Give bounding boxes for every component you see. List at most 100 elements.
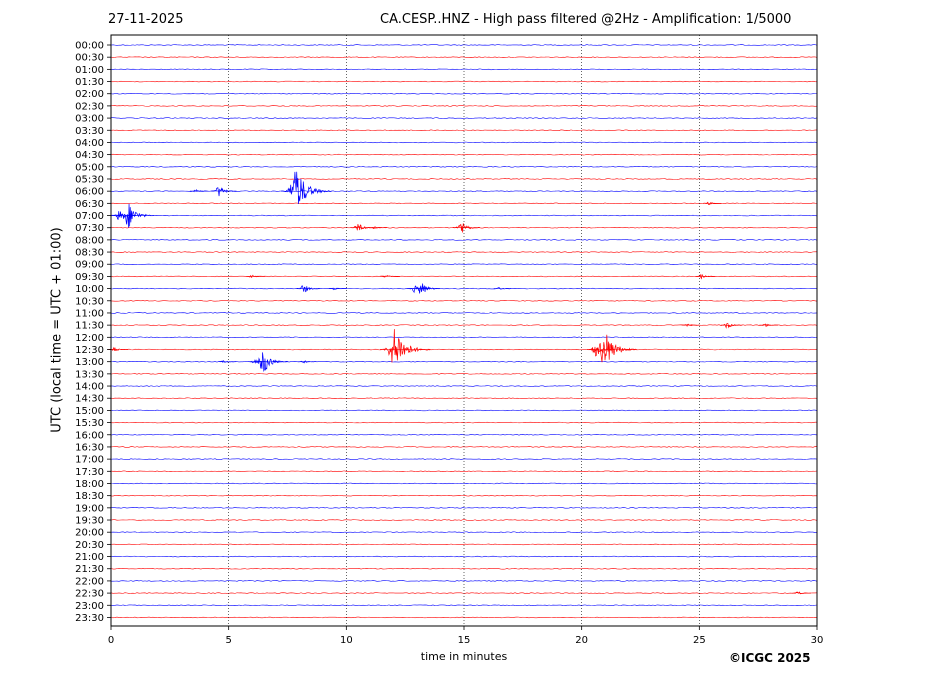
x-tick-label: 20 (575, 635, 588, 646)
y-tick-label: 18:00 (75, 479, 104, 490)
y-tick-label: 19:30 (75, 516, 104, 527)
y-tick-label: 11:30 (75, 321, 104, 332)
x-tick-label: 10 (340, 635, 353, 646)
y-tick-label: 01:30 (75, 77, 104, 88)
y-tick-label: 06:00 (75, 187, 104, 198)
y-tick-label: 21:30 (75, 564, 104, 575)
trace-row-1200 (110, 336, 818, 339)
copyright-credit: ©ICGC 2025 (729, 651, 811, 665)
event-13 (328, 287, 347, 291)
y-tick-label: 03:00 (75, 114, 104, 125)
date-label: 27-11-2025 (108, 12, 184, 27)
trace-row-2000 (110, 531, 818, 533)
y-tick-label: 14:30 (75, 394, 104, 405)
event-20 (108, 346, 129, 352)
event-27 (298, 360, 317, 364)
trace-row-0230 (110, 105, 818, 107)
x-axis-label: time in minutes (420, 650, 508, 663)
trace-row-0400 (110, 141, 818, 144)
event-9 (246, 274, 265, 279)
y-tick-label: 18:30 (75, 491, 104, 502)
trace-row-0130 (110, 80, 818, 83)
trace-row-1130 (110, 324, 818, 326)
y-tick-label: 22:00 (75, 576, 104, 587)
event-5 (117, 203, 154, 228)
y-tick-label: 07:00 (75, 211, 104, 222)
x-axis: 0 5 10 15 20 25 30 (108, 626, 824, 646)
y-tick-label: 05:00 (75, 162, 104, 173)
y-tick-label: 00:30 (75, 53, 104, 64)
event-1 (211, 187, 237, 197)
trace-row-2100 (110, 555, 818, 558)
event-11 (695, 273, 716, 280)
y-tick-label: 15:00 (75, 406, 104, 417)
trace-row-0200 (110, 93, 817, 95)
y-tick-label: 16:00 (75, 430, 104, 441)
y-tick-label: 22:30 (75, 589, 104, 600)
event-10 (380, 275, 400, 278)
trace-row-0300 (110, 117, 818, 119)
x-tick-label: 25 (693, 635, 706, 646)
event-12 (296, 285, 321, 293)
trace-row-0430 (110, 153, 818, 156)
trace-row-1730 (110, 470, 818, 473)
trace-row-2030 (110, 543, 818, 546)
y-tick-label: 23:00 (75, 601, 104, 612)
grid-group (228, 35, 700, 626)
trace-row-1230 (110, 348, 818, 351)
y-tick-label: 16:30 (75, 442, 104, 453)
y-tick-label: 10:30 (75, 296, 104, 307)
y-tick-label: 08:30 (75, 248, 104, 259)
trace-row-1100 (110, 312, 818, 314)
y-tick-label: 02:00 (75, 89, 104, 100)
trace-row-0330 (110, 129, 818, 131)
plot-frame (110, 34, 818, 627)
trace-row-1900 (110, 507, 818, 509)
x-tick-label: 30 (811, 635, 824, 646)
event-18 (720, 323, 743, 329)
y-tick-label: 13:00 (75, 357, 104, 368)
event-26 (252, 352, 288, 372)
y-axis-label: UTC (local time = UTC + 01:00) (49, 227, 65, 433)
y-tick-label: 20:30 (75, 540, 104, 551)
y-tick-label: 00:00 (75, 41, 104, 52)
y-tick-label: 19:00 (75, 503, 104, 514)
y-tick-label: 13:30 (75, 369, 104, 380)
y-tick-label: 10:00 (75, 284, 104, 295)
y-tick-label: 20:00 (75, 528, 104, 539)
y-tick-label: 03:30 (75, 126, 104, 137)
trace-row-1830 (110, 494, 818, 497)
y-tick-label: 15:30 (75, 418, 104, 429)
event-16 (493, 287, 512, 290)
event-8 (453, 223, 481, 233)
y-tick-label: 21:00 (75, 552, 104, 563)
event-0 (189, 189, 209, 193)
y-tick-label: 05:30 (75, 174, 104, 185)
y-tick-label: 08:00 (75, 235, 104, 246)
event-15 (413, 283, 441, 294)
trace-row-0830 (110, 251, 818, 253)
x-tick-label: 15 (458, 635, 471, 646)
trace-row-0100 (110, 68, 818, 71)
event-21 (379, 329, 431, 363)
y-tick-label: 07:30 (75, 223, 104, 234)
y-tick-label: 09:30 (75, 272, 104, 283)
trace-row-0900 (110, 263, 818, 265)
y-tick-label: 23:30 (75, 613, 104, 624)
y-tick-label: 01:00 (75, 65, 104, 76)
event-3 (703, 201, 722, 205)
trace-row-1800 (110, 482, 818, 485)
trace-row-1930 (110, 519, 818, 521)
y-tick-label: 06:30 (75, 199, 104, 210)
trace-group (108, 44, 818, 619)
y-tick-label: 11:00 (75, 308, 104, 319)
trace-row-1030 (110, 300, 818, 302)
y-tick-label: 09:00 (75, 260, 104, 271)
trace-row-1300 (110, 360, 818, 363)
y-tick-label: 17:30 (75, 467, 104, 478)
y-tick-label: 12:30 (75, 345, 104, 356)
y-tick-label: 04:00 (75, 138, 104, 149)
